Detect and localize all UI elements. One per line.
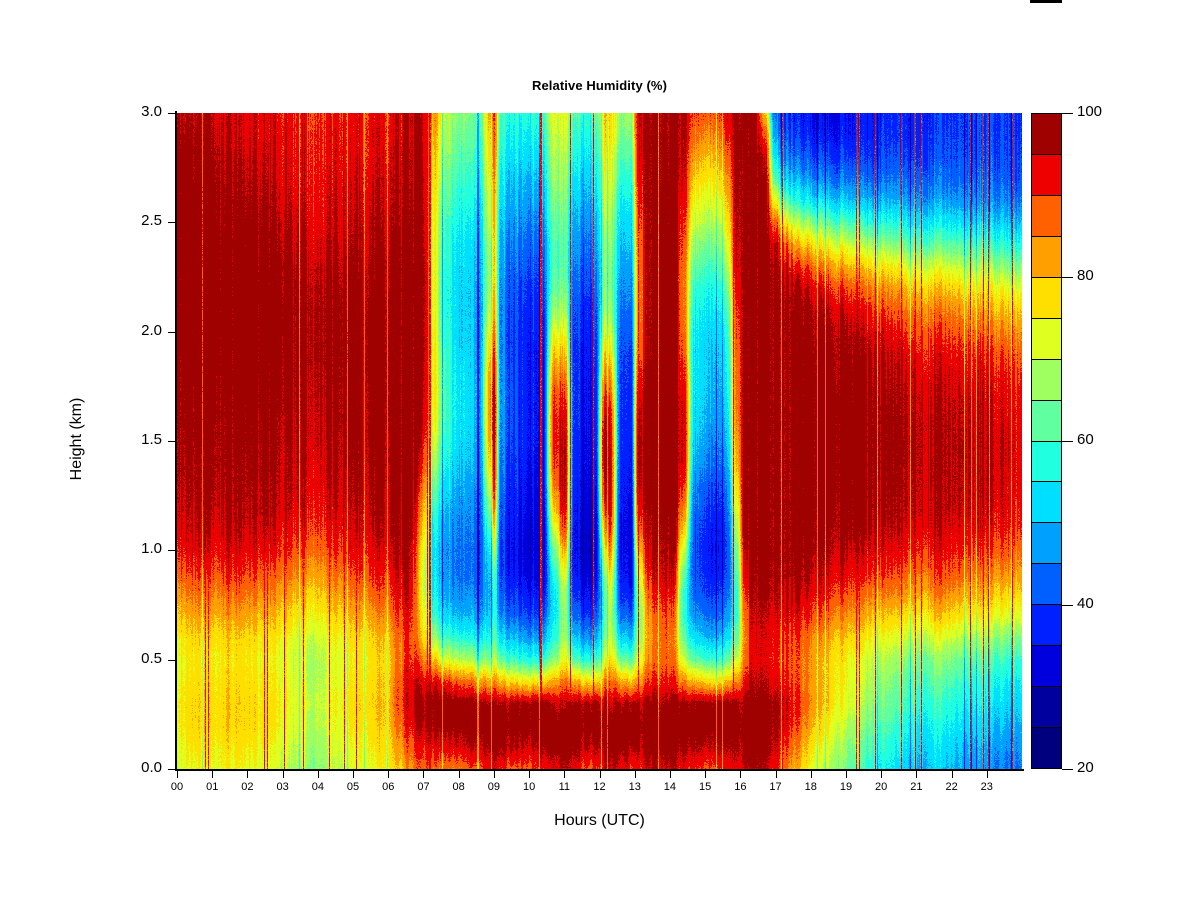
x-tick-label: 10: [522, 781, 536, 793]
x-tick-label: 17: [769, 781, 782, 793]
x-tick-label: 12: [593, 781, 606, 793]
x-tick-mark: [177, 771, 178, 778]
colorbar-block: [1032, 359, 1061, 401]
x-tick-label: 03: [276, 781, 289, 793]
colorbar-block: [1032, 728, 1061, 768]
colorbar-block: [1032, 605, 1061, 647]
x-tick-mark: [493, 771, 495, 778]
page-title: Relative Humidity (%): [531, 78, 667, 93]
x-tick-mark: [599, 771, 601, 778]
y-tick-mark: [168, 222, 175, 224]
y-tick-mark: [168, 659, 175, 661]
colorbar-tick-label: 60: [1077, 431, 1094, 448]
x-tick-mark: [317, 771, 319, 778]
colorbar-block: [1032, 646, 1061, 688]
x-tick-mark: [529, 771, 531, 778]
x-tick-label: 16: [734, 781, 747, 793]
x-tick-mark: [775, 771, 777, 778]
colorbar-block: [1032, 277, 1061, 319]
colorbar-tick-mark: [1062, 113, 1073, 114]
x-tick-label: 06: [382, 781, 395, 793]
x-tick-label: 14: [663, 781, 677, 793]
colorbar-block: [1032, 236, 1061, 278]
y-tick-mark: [168, 441, 175, 442]
y-tick-label: 0.0: [141, 759, 162, 776]
x-tick-mark: [423, 771, 425, 778]
y-tick-mark: [168, 331, 175, 333]
colorbar-block: [1032, 441, 1061, 483]
colorbar-block: [1032, 114, 1061, 155]
x-tick-label: 18: [804, 781, 817, 793]
heatmap-plot-area: [177, 113, 1022, 769]
x-tick-mark: [705, 771, 707, 778]
colorbar-tick-label: 40: [1077, 595, 1094, 612]
x-tick-mark: [845, 771, 847, 778]
x-tick-mark: [564, 771, 566, 778]
colorbar-block: [1032, 318, 1061, 360]
x-tick-mark: [458, 771, 460, 778]
colorbar-tick-label: 20: [1077, 759, 1094, 776]
colorbar-block: [1032, 154, 1061, 196]
x-tick-label: 23: [980, 781, 993, 793]
x-tick-label: 11: [558, 781, 570, 793]
x-tick-label: 00: [170, 781, 184, 793]
y-tick-mark: [168, 769, 175, 770]
x-tick-label: 09: [487, 781, 500, 793]
x-tick-mark: [282, 771, 284, 778]
x-tick-mark: [669, 771, 671, 778]
x-tick-mark: [951, 771, 953, 778]
colorbar-tick-mark: [1062, 277, 1073, 278]
x-tick-mark: [986, 771, 988, 778]
colorbar-tick-label: 80: [1077, 267, 1094, 284]
y-tick-mark: [168, 113, 175, 114]
x-tick-label: 22: [945, 781, 958, 793]
x-tick-label: 15: [699, 781, 712, 793]
colorbar-tick-mark: [1062, 605, 1073, 606]
x-tick-label: 04: [311, 781, 324, 793]
x-tick-mark: [388, 771, 390, 778]
colorbar-block: [1032, 564, 1061, 606]
x-tick-label: 08: [452, 781, 465, 793]
x-tick-label: 01: [206, 781, 219, 793]
x-tick-label: 20: [875, 781, 888, 793]
colorbar-block: [1032, 482, 1061, 524]
x-tick-mark: [916, 771, 918, 778]
colorbar-block: [1032, 687, 1061, 729]
y-tick-label: 2.5: [141, 212, 162, 230]
x-tick-label: 02: [241, 781, 254, 793]
x-tick-mark: [810, 771, 812, 778]
x-tick-mark: [247, 771, 249, 778]
y-tick-label: 3.0: [141, 103, 162, 120]
relative-humidity-heatmap: [177, 113, 1022, 769]
colorbar-tick-mark: [1062, 441, 1073, 442]
x-tick-mark: [353, 771, 355, 778]
x-tick-mark: [881, 771, 883, 778]
x-tick-label: 19: [839, 781, 853, 793]
colorbar-block: [1032, 400, 1061, 442]
x-tick-mark: [740, 771, 742, 778]
y-tick-label: 1.0: [141, 540, 162, 558]
x-axis-title: Hours (UTC): [554, 812, 645, 829]
x-tick-label: 07: [417, 781, 430, 793]
x-tick-mark: [212, 771, 214, 778]
y-tick-mark: [168, 550, 175, 552]
x-tick-mark: [634, 771, 636, 778]
y-tick-label: 0.5: [141, 649, 162, 667]
y-axis-title: Height (km): [68, 397, 85, 481]
x-tick-label: 05: [346, 781, 360, 793]
colorbar: [1031, 113, 1062, 769]
y-tick-label: 2.0: [141, 321, 162, 339]
clipped-element-artifact: [1030, 0, 1062, 3]
colorbar-block: [1032, 195, 1061, 237]
colorbar-tick-mark: [1062, 769, 1073, 770]
x-tick-label: 13: [628, 781, 641, 793]
x-axis-spine: [175, 769, 1024, 771]
colorbar-tick-label: 100: [1077, 103, 1103, 120]
y-tick-label: 1.5: [141, 431, 162, 448]
colorbar-block: [1032, 523, 1061, 565]
x-tick-label: 21: [910, 781, 923, 793]
y-axis-spine: [175, 111, 177, 771]
